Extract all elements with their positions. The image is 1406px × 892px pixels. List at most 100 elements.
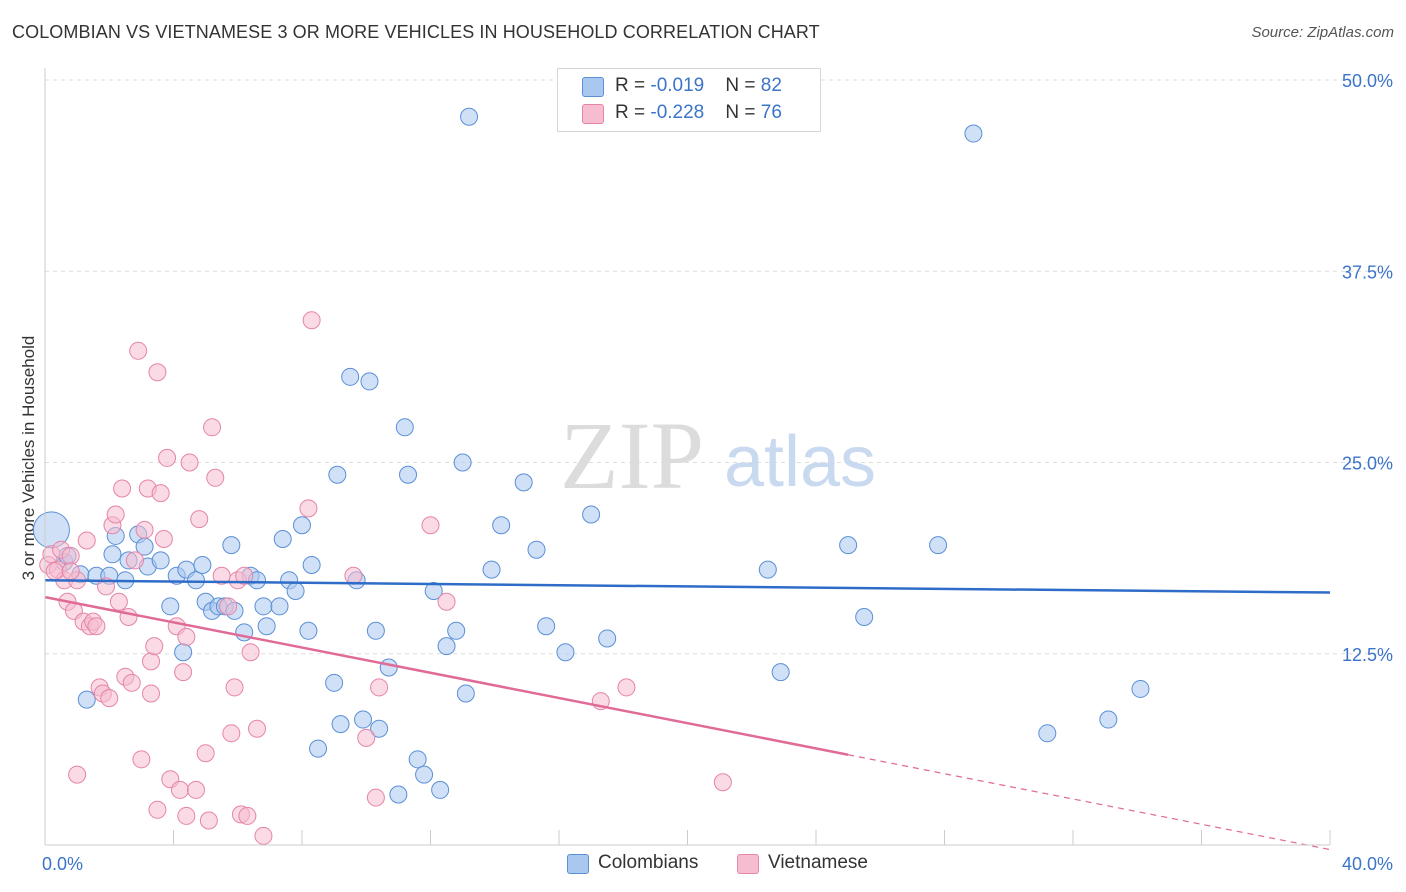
vietnamese-point [254,826,273,845]
colombians-point [1131,679,1150,698]
legend-r-label: R = [615,75,651,96]
colombians-point [556,643,575,662]
colombians-point [527,540,546,559]
vietnamese-point [61,562,80,581]
colombians-point [514,473,533,492]
colombians-point [492,516,511,535]
vietnamese-point [135,520,154,539]
vietnamese-point [151,484,170,503]
legend-n-label: N = [725,102,761,123]
vietnamese-point [170,780,189,799]
vietnamese-point [617,678,636,697]
colombians-point [293,516,311,535]
vietnamese-point [145,637,164,656]
colombians-point [325,673,344,692]
vietnamese-point [370,678,389,697]
colombians-point [758,560,777,579]
vietnamese-point [186,780,205,799]
vietnamese-point [122,673,141,692]
data-points [32,107,1150,845]
colombians-point [302,556,321,575]
stats-legend: R = -0.019 N = 82 R = -0.228 N = 76 [557,68,821,132]
vietnamese-point [219,597,238,616]
vietnamese-point [61,546,80,565]
vietnamese-point [222,724,241,743]
axes: 12.5% 25.0% 37.5% 50.0% 0.0% 40.0% [42,68,1393,874]
vietnamese-point [299,499,318,518]
colombians-point [460,107,479,126]
colombians-point [360,372,379,391]
bottom-legend-label: Vietnamese [768,852,868,873]
vietnamese-point [241,643,260,662]
vietnamese-point [87,617,106,636]
vietnamese-point [158,448,177,467]
colombians-point [309,739,328,758]
colombians-point [77,690,96,709]
colombians-point [354,710,373,729]
vietnamese-point [148,363,167,382]
vietnamese-point [125,551,144,570]
colombians-point [771,663,790,682]
legend-swatch-colombians [582,77,604,97]
vietnamese-point [174,663,193,682]
colombians-point [964,124,983,143]
source-label: Source: ZipAtlas.com [1251,24,1394,41]
colombians-point [431,780,450,799]
colombians-point [254,597,273,616]
vietnamese-point [68,765,87,784]
colombians-point [341,367,360,386]
vietnamese-point [203,418,222,437]
colombians-point [174,643,193,662]
vietnamese-point [366,788,385,807]
vietnamese-point [180,453,199,472]
trend-lines [44,579,1331,851]
colombians-point [929,536,948,555]
vietnamese-point [113,479,132,498]
vietnamese-point [190,510,209,529]
vietnamese-point [100,689,119,708]
colombians-point [1099,710,1118,729]
x-tick-label: 0.0% [42,854,83,874]
colombians-point [161,597,180,616]
vietnamese-point [302,311,321,330]
colombians-point [103,545,122,564]
colombians-point [193,556,212,575]
colombians-point [286,582,305,601]
colombians-trend-line [44,579,1331,594]
colombians-point [186,571,205,590]
colombians-point [370,719,389,738]
vietnamese-point [238,806,257,825]
y-tick-label: 25.0% [1342,454,1393,474]
colombians-point [415,765,434,784]
colombians-point [366,621,385,640]
x-tick-label: 40.0% [1342,854,1393,874]
vietnamese-point [357,728,376,747]
legend-r-value: -0.019 [650,75,705,96]
colombians-point [582,505,601,524]
vietnamese-point [148,800,167,819]
vietnamese-point [154,530,173,548]
vietnamese-point [142,652,161,671]
legend-r-label: R = [615,102,651,123]
bottom-swatch-colombians [567,854,589,874]
legend-n-value: 76 [760,102,782,123]
bottom-legend-label: Colombians [598,852,699,873]
colombians-point [482,560,501,579]
colombians-point [399,465,418,484]
vietnamese-point [177,806,196,825]
colombians-point [839,536,858,555]
vietnamese-point [77,531,96,550]
legend-n-value: 82 [760,75,782,96]
colombians-point [222,536,241,555]
vietnamese-point [225,678,244,697]
colombians-point [855,608,874,627]
vietnamese-point [106,505,125,524]
vietnamese-point [45,562,64,581]
grid-lines [45,79,1392,655]
colombians-point [437,637,456,656]
y-tick-label: 12.5% [1342,645,1393,665]
vietnamese-point [109,592,128,611]
vietnamese-point [206,468,225,487]
watermark-atlas: atlas [724,422,876,502]
